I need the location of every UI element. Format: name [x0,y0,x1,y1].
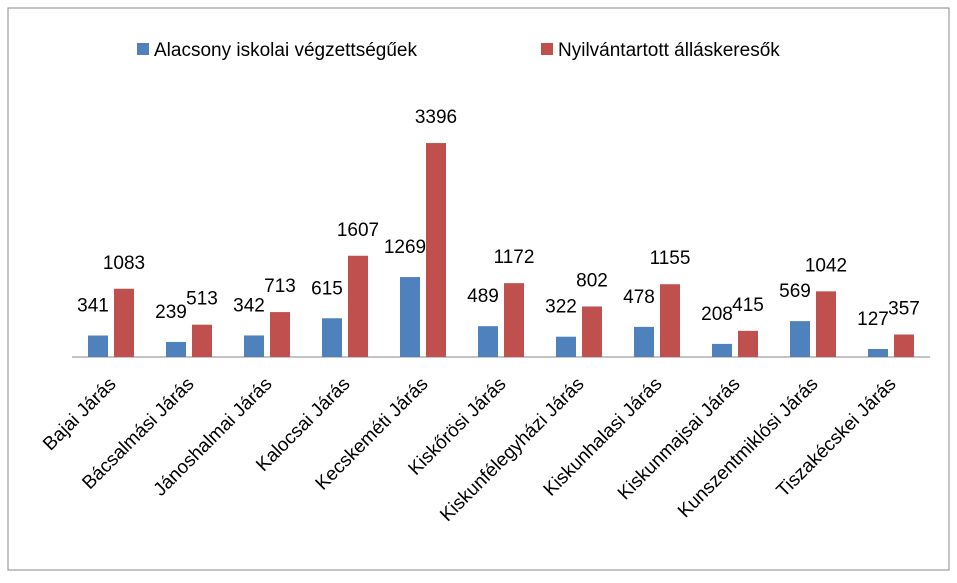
data-label: 615 [311,278,343,299]
data-label: 322 [545,297,577,318]
bar [244,335,264,357]
data-label: 127 [857,309,889,330]
bar [426,143,446,357]
bar [712,343,732,357]
data-label: 341 [77,296,109,317]
data-label: 1269 [384,237,426,258]
legend-label: Nyilvántartott álláskeresők [558,40,780,61]
bar [660,284,680,357]
bar [868,348,888,357]
data-label: 1172 [494,247,535,268]
bar [816,291,836,357]
data-label: 802 [576,270,608,291]
bar [166,341,186,357]
data-label: 1042 [805,255,847,276]
data-label: 342 [233,295,265,316]
legend-swatch [541,43,553,55]
bar [348,255,368,357]
data-label: 569 [779,281,811,302]
bar [582,306,602,357]
bar [114,288,134,357]
bar [556,336,576,357]
data-label: 478 [623,287,655,308]
bar [322,318,342,357]
bar [88,335,108,357]
data-label: 513 [186,289,218,310]
data-label: 3396 [415,107,457,128]
data-label: 415 [732,295,764,316]
data-label: 1083 [103,253,145,274]
bar [790,321,810,357]
bar [400,277,420,357]
data-label: 713 [264,276,296,297]
data-label: 208 [701,304,733,325]
bar [894,334,914,357]
legend-label: Alacsony iskolai végzettségűek [154,40,417,61]
chart-border [7,7,950,571]
data-label: 1155 [650,248,691,269]
bar [738,330,758,357]
data-label: 239 [155,302,187,323]
bar [504,283,524,357]
bar [634,326,654,357]
bar [192,324,212,357]
data-label: 357 [888,299,920,320]
data-label: 1607 [337,220,379,241]
legend-swatch [137,43,149,55]
bar [270,312,290,357]
data-label: 489 [467,286,499,307]
bar [478,326,498,357]
